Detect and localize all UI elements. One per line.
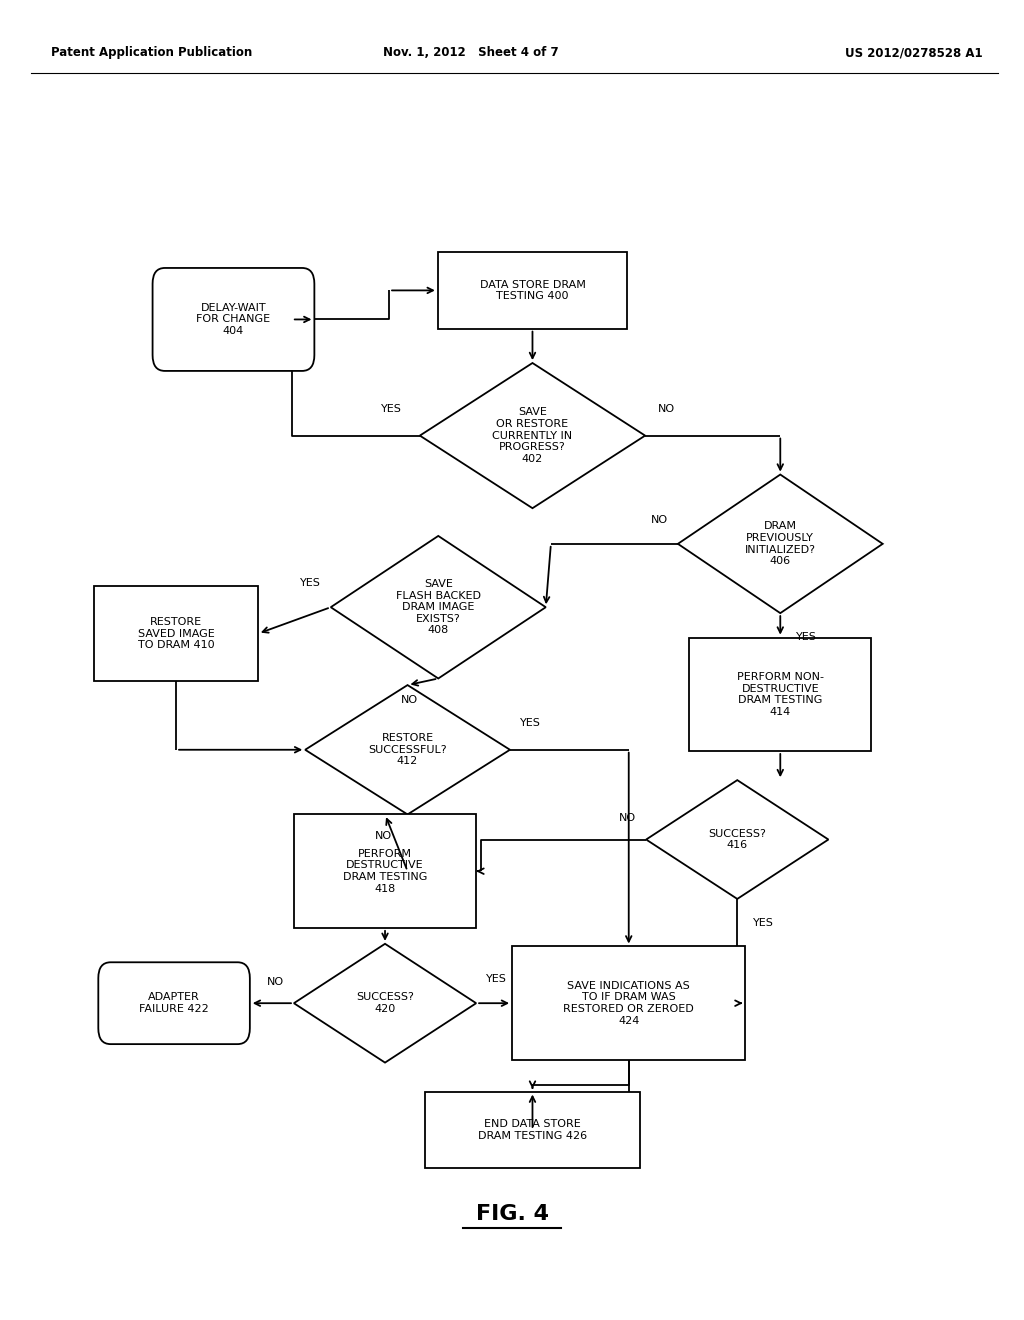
Text: Nov. 1, 2012   Sheet 4 of 7: Nov. 1, 2012 Sheet 4 of 7: [383, 46, 559, 59]
Text: NO: NO: [375, 830, 392, 841]
Polygon shape: [294, 944, 476, 1063]
Text: END DATA STORE
DRAM TESTING 426: END DATA STORE DRAM TESTING 426: [478, 1119, 587, 1140]
Polygon shape: [331, 536, 546, 678]
Text: FIG. 4: FIG. 4: [475, 1204, 549, 1225]
Text: SAVE
OR RESTORE
CURRENTLY IN
PROGRESS?
402: SAVE OR RESTORE CURRENTLY IN PROGRESS? 4…: [493, 408, 572, 463]
Text: PERFORM NON-
DESTRUCTIVE
DRAM TESTING
414: PERFORM NON- DESTRUCTIVE DRAM TESTING 41…: [737, 672, 823, 717]
Polygon shape: [420, 363, 645, 508]
Text: SUCCESS?
416: SUCCESS? 416: [709, 829, 766, 850]
Text: NO: NO: [618, 813, 636, 824]
Text: YES: YES: [486, 974, 507, 985]
Text: SAVE
FLASH BACKED
DRAM IMAGE
EXISTS?
408: SAVE FLASH BACKED DRAM IMAGE EXISTS? 408: [395, 579, 481, 635]
FancyBboxPatch shape: [294, 814, 476, 928]
Text: SUCCESS?
420: SUCCESS? 420: [356, 993, 414, 1014]
Text: NO: NO: [657, 404, 675, 414]
Text: YES: YES: [300, 578, 321, 589]
Text: DATA STORE DRAM
TESTING 400: DATA STORE DRAM TESTING 400: [479, 280, 586, 301]
Text: ADAPTER
FAILURE 422: ADAPTER FAILURE 422: [139, 993, 209, 1014]
FancyBboxPatch shape: [512, 946, 745, 1060]
Text: RESTORE
SAVED IMAGE
TO DRAM 410: RESTORE SAVED IMAGE TO DRAM 410: [138, 616, 214, 651]
Text: DRAM
PREVIOUSLY
INITIALIZED?
406: DRAM PREVIOUSLY INITIALIZED? 406: [744, 521, 816, 566]
Text: SAVE INDICATIONS AS
TO IF DRAM WAS
RESTORED OR ZEROED
424: SAVE INDICATIONS AS TO IF DRAM WAS RESTO…: [563, 981, 694, 1026]
FancyBboxPatch shape: [98, 962, 250, 1044]
Text: YES: YES: [796, 632, 816, 642]
FancyBboxPatch shape: [425, 1092, 640, 1168]
Text: Patent Application Publication: Patent Application Publication: [51, 46, 253, 59]
FancyBboxPatch shape: [689, 638, 871, 751]
FancyBboxPatch shape: [438, 252, 627, 329]
Polygon shape: [678, 474, 883, 612]
Text: DELAY-WAIT
FOR CHANGE
404: DELAY-WAIT FOR CHANGE 404: [197, 302, 270, 337]
Text: US 2012/0278528 A1: US 2012/0278528 A1: [846, 46, 983, 59]
Polygon shape: [305, 685, 510, 814]
Text: RESTORE
SUCCESSFUL?
412: RESTORE SUCCESSFUL? 412: [369, 733, 446, 767]
Text: NO: NO: [650, 515, 668, 525]
Text: PERFORM
DESTRUCTIVE
DRAM TESTING
418: PERFORM DESTRUCTIVE DRAM TESTING 418: [343, 849, 427, 894]
FancyBboxPatch shape: [153, 268, 314, 371]
Text: YES: YES: [753, 917, 773, 928]
Text: YES: YES: [381, 404, 401, 414]
Polygon shape: [646, 780, 828, 899]
Text: NO: NO: [266, 977, 284, 987]
Text: YES: YES: [520, 718, 541, 729]
Text: NO: NO: [400, 694, 418, 705]
FancyBboxPatch shape: [94, 586, 258, 681]
